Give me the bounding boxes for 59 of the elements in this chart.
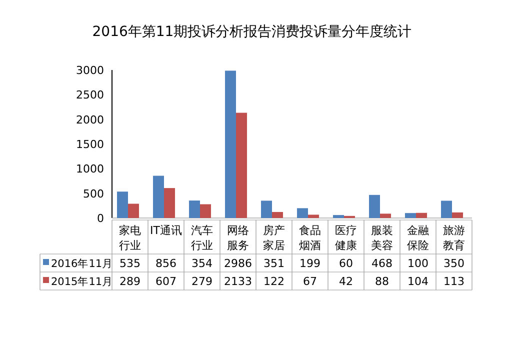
- x-tick-label: 汽车行业: [191, 224, 213, 252]
- bar: [225, 70, 236, 218]
- x-tick-label: 服装美容: [371, 224, 393, 252]
- x-tick-label: 网络服务: [227, 224, 249, 252]
- bar: [200, 204, 211, 218]
- data-label: 199: [300, 257, 320, 270]
- x-tick-label: 食品烟酒: [299, 224, 321, 252]
- data-label: 468: [372, 257, 392, 270]
- data-label: 122: [264, 275, 284, 288]
- data-label: 856: [156, 257, 176, 270]
- bar: [189, 200, 200, 218]
- y-tick-label: 0: [97, 212, 104, 225]
- bar: [405, 213, 416, 218]
- data-label: 60: [339, 257, 353, 270]
- data-label: 535: [120, 257, 140, 270]
- y-tick-label: 500: [83, 187, 104, 200]
- bar: [369, 194, 380, 218]
- data-label: 279: [192, 275, 212, 288]
- data-label: 88: [375, 275, 389, 288]
- data-label: 351: [264, 257, 284, 270]
- y-tick-label: 2000: [76, 113, 104, 126]
- data-label: 67: [303, 275, 317, 288]
- bar: [333, 215, 344, 218]
- bar: [297, 208, 308, 218]
- bar: [128, 204, 139, 218]
- y-tick-label: 1500: [76, 138, 104, 151]
- x-tick-label: IT通讯: [150, 224, 182, 237]
- bar: [153, 176, 164, 218]
- bar: [117, 192, 128, 218]
- data-label: 2986: [224, 257, 252, 270]
- bar: [261, 200, 272, 218]
- x-tick-label: 金融保险: [407, 224, 429, 252]
- bar: [441, 200, 452, 218]
- x-tick-label: 房产家居: [263, 224, 285, 252]
- bar: [452, 212, 463, 218]
- bar: [272, 212, 283, 218]
- y-tick-label: 2500: [76, 88, 104, 102]
- chart-title: 2016年第11期投诉分析报告消费投诉量分年度统计: [92, 24, 412, 40]
- x-tick-label: 医疗健康: [335, 224, 357, 252]
- legend-label: 2015年11月: [51, 276, 114, 288]
- data-label: 100: [408, 257, 428, 270]
- data-label: 289: [120, 275, 140, 288]
- data-label: 607: [156, 275, 176, 288]
- data-label: 350: [444, 257, 464, 270]
- y-tick-label: 3000: [76, 64, 104, 77]
- legend-label: 2016年11月: [51, 258, 114, 270]
- data-label: 104: [408, 275, 428, 288]
- bar: [236, 112, 247, 218]
- data-label: 113: [444, 275, 464, 288]
- bar: [380, 214, 391, 218]
- x-tick-label: 家电行业: [119, 224, 141, 252]
- data-label: 2133: [224, 275, 252, 288]
- data-label: 354: [192, 257, 212, 270]
- bar: [308, 214, 319, 218]
- y-tick-label: 1000: [76, 162, 104, 176]
- bar: [164, 188, 175, 218]
- bar: [416, 212, 427, 218]
- data-label: 42: [339, 275, 353, 288]
- x-tick-label: 旅游教育: [443, 224, 465, 252]
